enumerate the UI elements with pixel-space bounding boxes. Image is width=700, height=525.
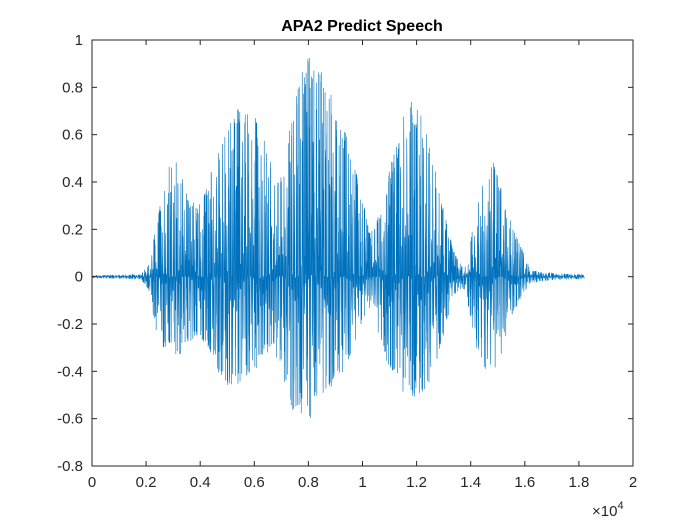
x-tick-label: 1.8 [568,474,589,491]
y-tick-label: 0.8 [62,79,83,96]
x-tick-label: 0 [88,474,96,491]
y-tick-label: -0.8 [57,458,83,475]
x-tick-label: 2 [629,474,637,491]
waveform-line [91,57,585,419]
y-tick-label: 0.6 [62,127,83,144]
y-tick-label: 0 [75,269,83,286]
x-exponent-power: 4 [617,500,623,512]
y-tick-label: -0.4 [57,363,83,380]
y-tick-label: -0.6 [57,411,83,428]
x-tick-label: 0.2 [136,474,157,491]
x-tick-label: 0.6 [244,474,265,491]
y-tick-label: -0.2 [57,316,83,333]
x-tick-label: 0.4 [190,474,211,491]
y-axis: -0.8 -0.6 -0.4 -0.2 0 0.2 0.4 0.6 0.8 1 [57,32,633,475]
chart-title: APA2 Predict Speech [281,18,443,35]
y-tick-label: 1 [75,32,83,49]
x-tick-label: 1.4 [460,474,481,491]
x-axis: 0 0.2 0.4 0.6 0.8 1 1.2 1.4 1.6 1.8 2 [88,40,637,491]
y-tick-label: 0.2 [62,221,83,238]
waveform-series [91,57,585,419]
x-tick-label: 1.6 [514,474,535,491]
x-tick-label: 0.8 [298,474,319,491]
x-tick-label: 1 [358,474,366,491]
x-exponent-label: ×104 [592,500,624,520]
x-exponent-base: ×10 [592,503,617,520]
x-tick-label: 1.2 [406,474,427,491]
y-tick-label: 0.4 [62,174,83,191]
